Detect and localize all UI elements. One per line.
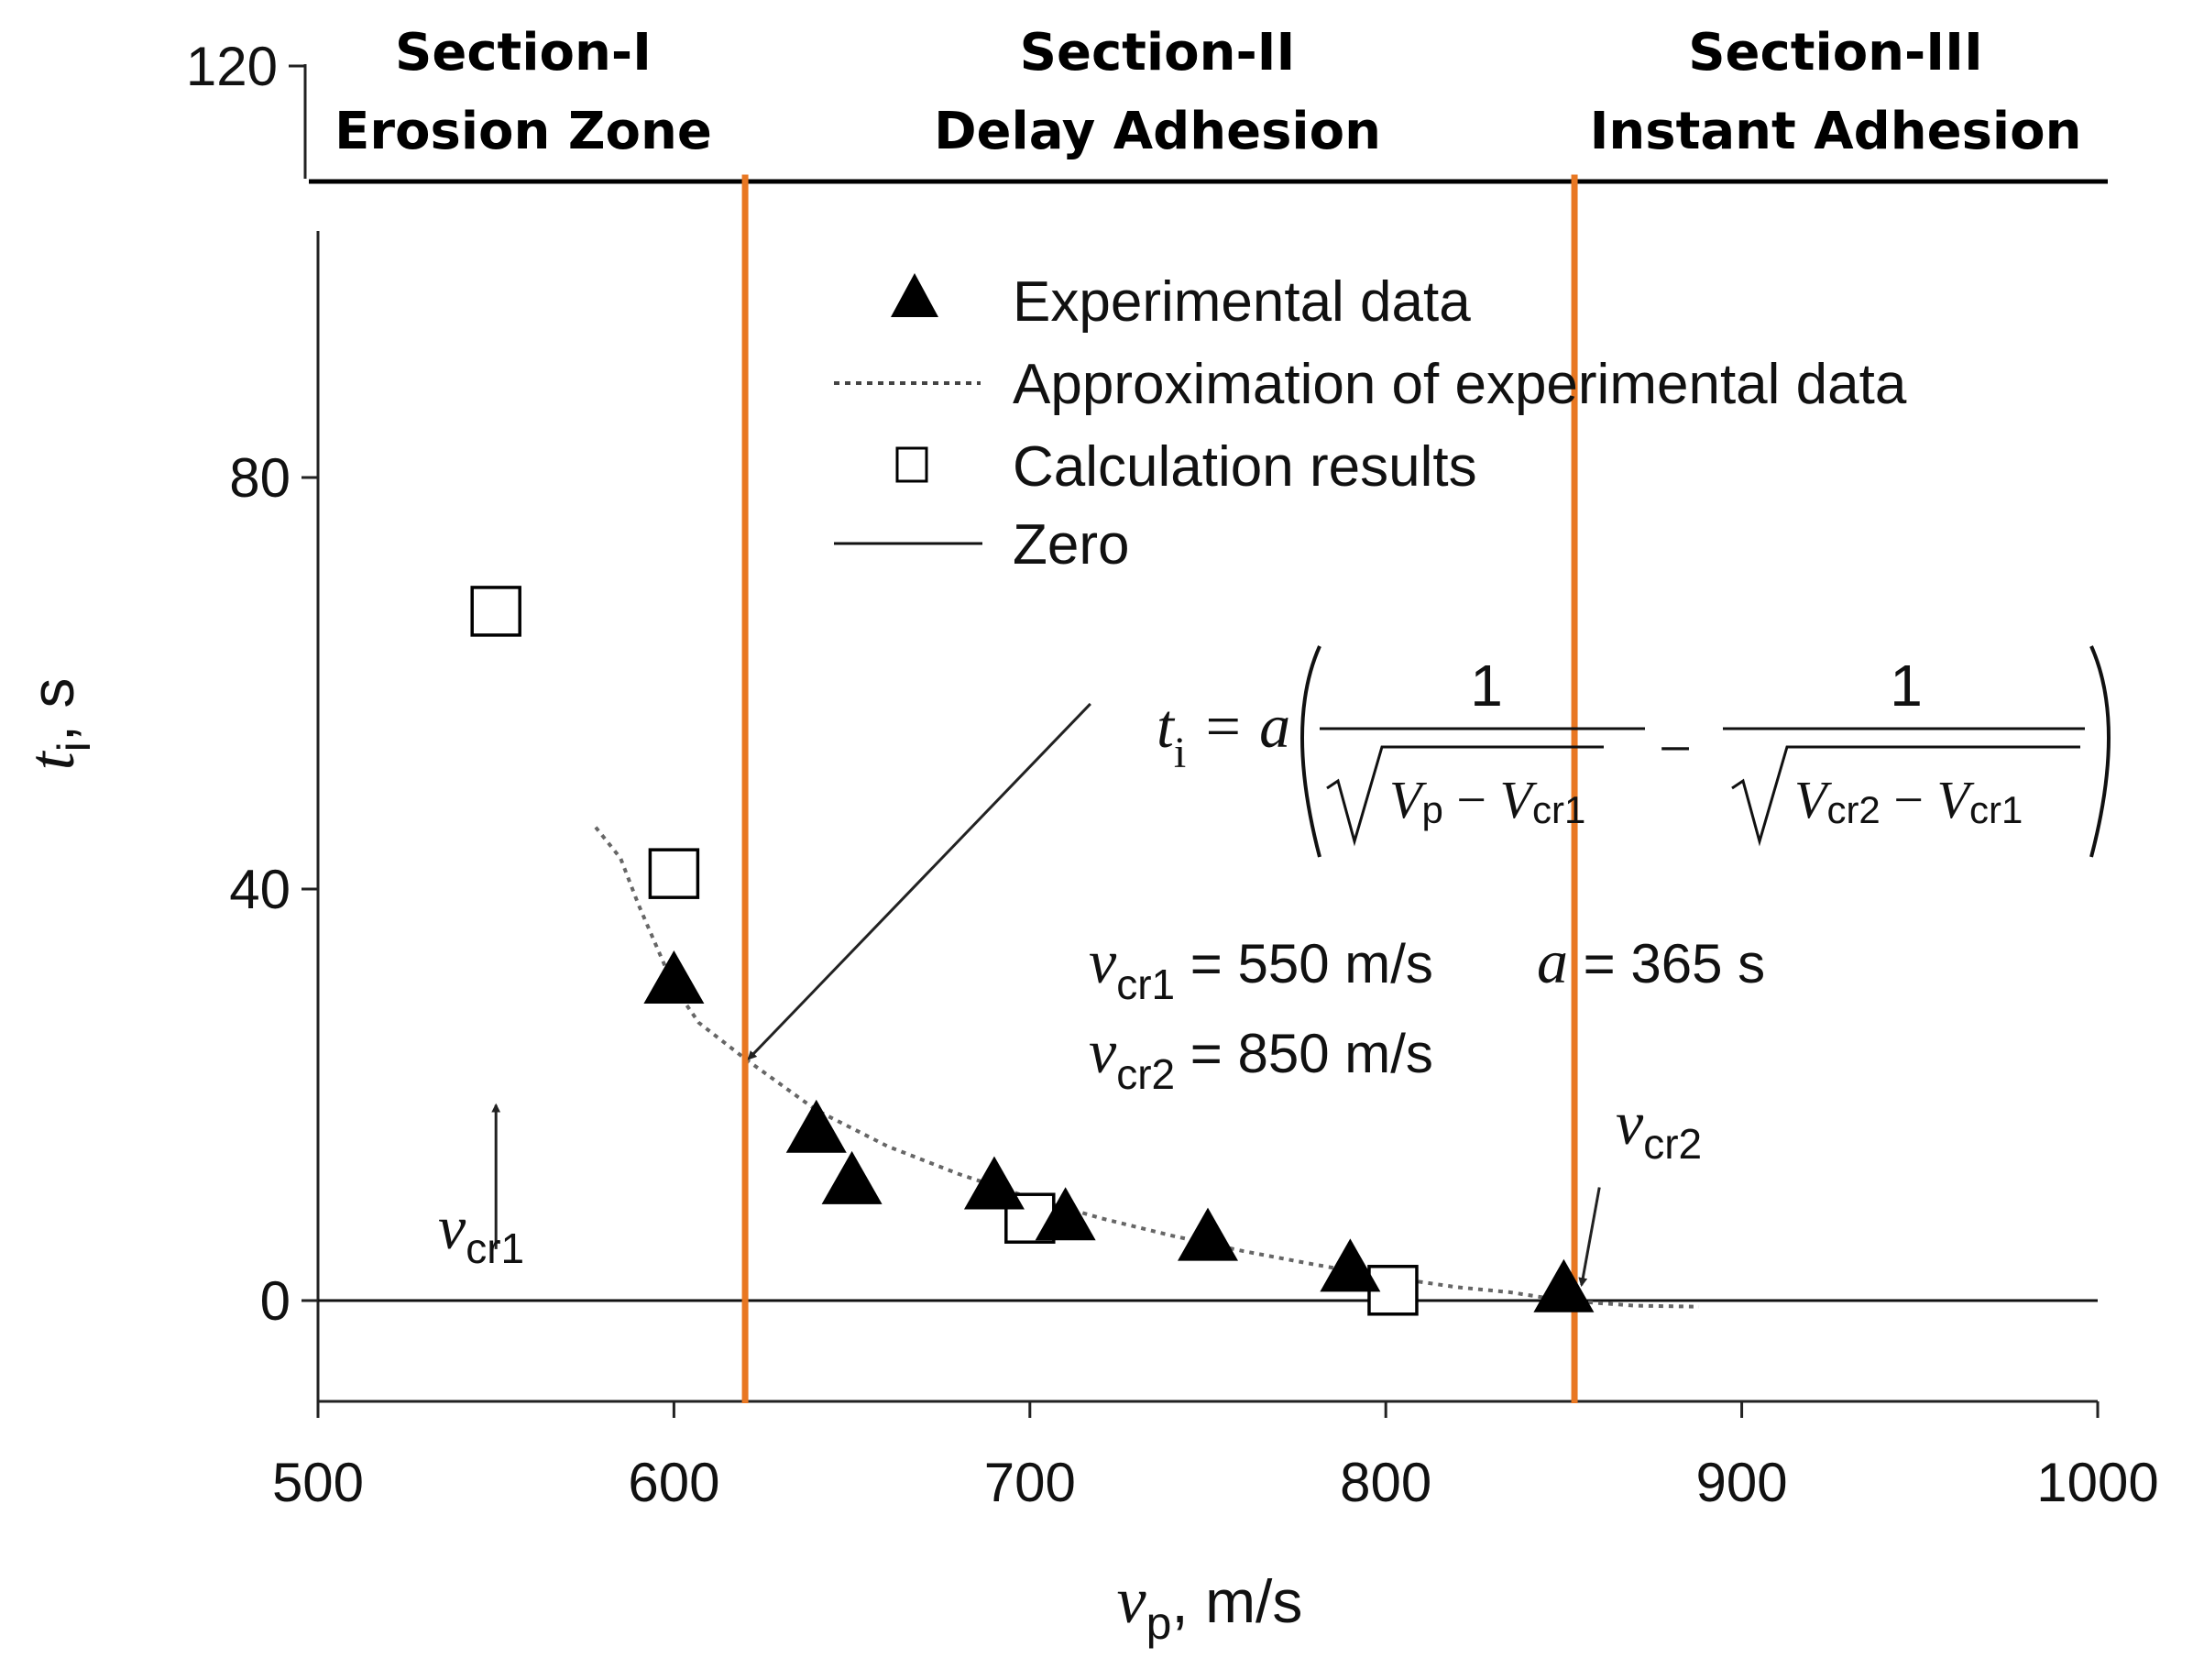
formula-left-paren bbox=[1300, 645, 1321, 858]
formula-lhs: ti = a bbox=[1157, 691, 1290, 777]
formula: ti = a 1 Vp − Vcr1 − 1 Vcr2 − Vcr1 bbox=[1157, 645, 2111, 858]
legend-label-calculation: Calculation results bbox=[1013, 435, 1477, 499]
legend-marker-triangle bbox=[891, 273, 938, 317]
y-tick-label: 40 bbox=[229, 859, 291, 920]
calculation-point bbox=[648, 848, 700, 899]
section-2-subtitle: Delay Adhesion bbox=[934, 102, 1381, 161]
plot-area bbox=[318, 174, 2098, 1403]
experimental-point bbox=[1178, 1207, 1238, 1261]
y-axis-label: ti, s bbox=[15, 678, 100, 771]
section-1-subtitle: Erosion Zone bbox=[334, 102, 712, 161]
legend-label-experimental: Experimental data bbox=[1013, 270, 1471, 334]
section-3-title: Section-III bbox=[1688, 23, 1983, 82]
formula-minus: − bbox=[1659, 716, 1692, 781]
experimental-point bbox=[821, 1150, 883, 1204]
x-label-unit: , m/s bbox=[1171, 1567, 1302, 1635]
y-tick-label: 120 bbox=[186, 36, 278, 97]
x-tick-label: 500 bbox=[272, 1452, 364, 1513]
y-ticks: 0 40 80 120 bbox=[186, 36, 318, 1332]
experimental-point bbox=[963, 1156, 1025, 1210]
experimental-point bbox=[1035, 1187, 1096, 1241]
formula-right-paren bbox=[2089, 645, 2111, 858]
x-tick-label: 1000 bbox=[2036, 1452, 2158, 1513]
section-1-title: Section-I bbox=[395, 23, 652, 82]
y-label-sub: i bbox=[49, 741, 100, 752]
section-3-subtitle: Instant Adhesion bbox=[1590, 102, 2082, 161]
parameters: vcr1 = 550 m/s a = 365 s vcr2 = 850 m/s bbox=[1089, 927, 1765, 1098]
y-label-symbol: t bbox=[15, 750, 88, 770]
section-2-title: Section-II bbox=[1020, 23, 1296, 82]
legend: Experimental data Approximation of exper… bbox=[834, 270, 1907, 576]
param-vcr2: vcr2 = 850 m/s bbox=[1089, 1016, 1433, 1098]
formula-numerator-2: 1 bbox=[1890, 653, 1923, 719]
experimental-point bbox=[785, 1099, 847, 1153]
formula-numerator-1: 1 bbox=[1470, 653, 1503, 719]
formula-sqrt-1 bbox=[1326, 745, 1604, 847]
experimental-point bbox=[1320, 1238, 1381, 1292]
experimental-point bbox=[643, 950, 705, 1005]
vcr1-annotation: vcr1 bbox=[438, 1192, 524, 1272]
x-tick-label: 700 bbox=[984, 1452, 1076, 1513]
legend-label-approximation: Approximation of experimental data bbox=[1013, 353, 1907, 416]
axes: 500 600 700 800 900 1000 0 40 80 120 bbox=[186, 36, 2159, 1513]
param-a: a = 365 s bbox=[1537, 927, 1765, 996]
formula-sqrt-2 bbox=[1731, 745, 2080, 847]
y-tick-label: 80 bbox=[229, 447, 291, 509]
vcr2-annotation: vcr2 bbox=[1616, 1088, 1702, 1168]
vcr2-arrow bbox=[1578, 1187, 1601, 1288]
x-tick-label: 900 bbox=[1696, 1452, 1788, 1513]
y-tick-label: 0 bbox=[260, 1270, 291, 1332]
x-label-sub: p bbox=[1146, 1598, 1172, 1649]
experimental-point bbox=[1533, 1258, 1595, 1312]
legend-label-zero: Zero bbox=[1013, 513, 1129, 576]
section-headers: Section-I Erosion Zone Section-II Delay … bbox=[334, 23, 2081, 161]
formula-denominator-2: Vcr2 − Vcr1 bbox=[1794, 770, 2023, 831]
y-label-unit: , s bbox=[18, 678, 86, 742]
calculation-point bbox=[470, 586, 521, 637]
formula-denominator-1: Vp − Vcr1 bbox=[1389, 770, 1585, 831]
x-axis-label: vp, m/s bbox=[1117, 1564, 1303, 1649]
legend-marker-square bbox=[895, 446, 928, 483]
x-tick-label: 600 bbox=[628, 1452, 719, 1513]
x-label-symbol: v bbox=[1117, 1564, 1146, 1637]
formula-pointer-arrow bbox=[747, 702, 1091, 1060]
x-ticks: 500 600 700 800 900 1000 bbox=[272, 1401, 2159, 1513]
x-tick-label: 800 bbox=[1340, 1452, 1431, 1513]
param-vcr1: vcr1 = 550 m/s bbox=[1089, 927, 1433, 1008]
